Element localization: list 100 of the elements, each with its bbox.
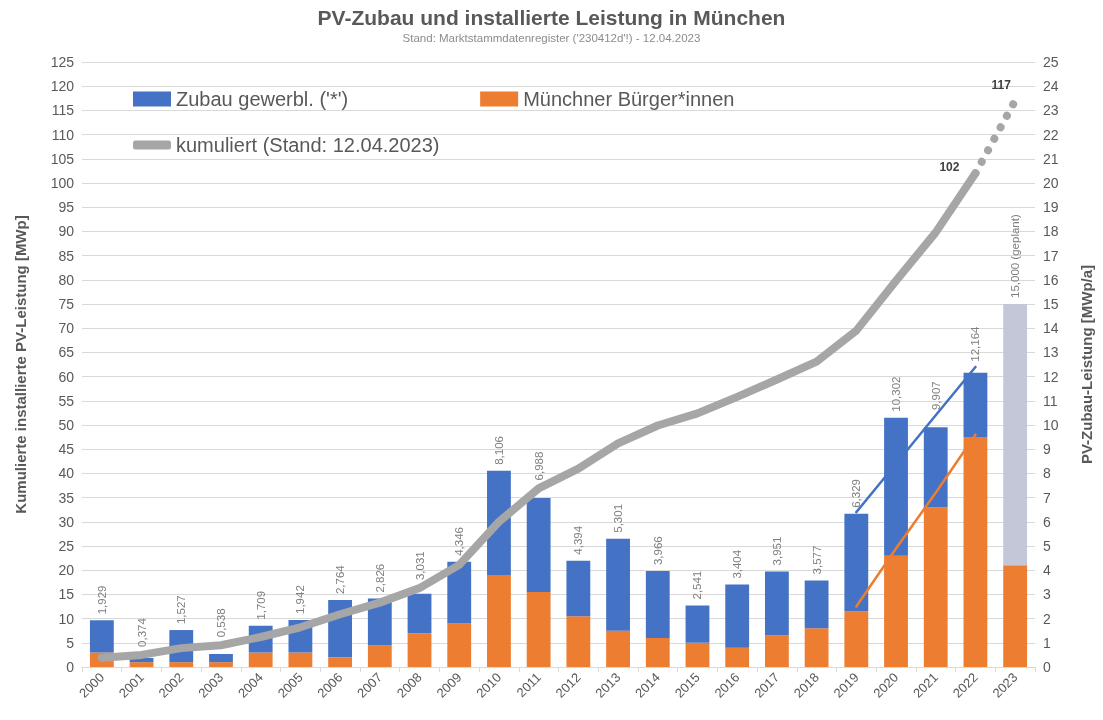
total-label: 6,329 — [850, 479, 863, 508]
bar — [526, 591, 551, 667]
legend-label: kumuliert (Stand: 12.04.2023) — [176, 134, 440, 156]
bar — [1003, 304, 1028, 566]
total-label: 2,541 — [691, 570, 704, 600]
y2-tick-label: 14 — [1043, 320, 1059, 337]
total-label: 1,527 — [175, 595, 188, 625]
bar — [566, 560, 591, 617]
y-tick-label: 100 — [50, 175, 75, 191]
y2-tick-label: 24 — [1043, 78, 1059, 95]
total-label: 2,826 — [373, 563, 386, 593]
y2-tick-label: 12 — [1043, 368, 1059, 385]
y-tick-label: 95 — [58, 199, 75, 216]
bar — [407, 593, 432, 634]
y-tick-label: 5 — [66, 634, 75, 651]
bar — [566, 616, 591, 667]
total-label: 0,374 — [135, 617, 148, 647]
bar — [89, 620, 114, 653]
y2-tick-label: 3 — [1043, 586, 1051, 603]
total-label: 5,301 — [612, 503, 625, 533]
y-tick-label: 120 — [50, 78, 75, 95]
bar — [764, 635, 789, 667]
y2-tick-label: 21 — [1043, 150, 1059, 167]
y2-tick-label: 23 — [1043, 102, 1059, 119]
total-label: 12,164 — [969, 325, 982, 362]
y2-tick-label: 2 — [1043, 610, 1051, 627]
y-tick-label: 75 — [58, 296, 75, 312]
y-tick-label: 20 — [58, 562, 75, 579]
total-label: 0,538 — [214, 608, 227, 638]
bar — [447, 623, 472, 667]
bar — [367, 645, 392, 667]
y2-tick-label: 7 — [1043, 489, 1051, 506]
data-label: 117 — [991, 77, 1012, 92]
y-tick-label: 60 — [58, 368, 75, 385]
bar — [804, 628, 829, 667]
total-label: 10,302 — [890, 376, 903, 412]
y-tick-label: 125 — [50, 54, 75, 70]
total-label: 9,907 — [929, 381, 942, 411]
legend-label: Zubau gewerbl. ('*') — [176, 88, 349, 110]
chart-title: PV-Zubau und installierte Leistung in München — [317, 6, 786, 29]
y-tick-label: 85 — [58, 247, 75, 264]
bar — [288, 652, 313, 667]
y-tick-label: 50 — [58, 417, 75, 433]
total-label: 3,966 — [651, 536, 664, 566]
total-label: 1,709 — [254, 590, 267, 620]
total-label: 3,404 — [731, 549, 744, 579]
bar — [487, 575, 511, 667]
y2-tick-label: 0 — [1043, 659, 1051, 675]
data-label: 102 — [939, 160, 960, 175]
bar — [526, 497, 551, 592]
bar — [209, 653, 233, 663]
total-label: 6,988 — [532, 451, 545, 481]
y-tick-label: 35 — [58, 489, 75, 506]
y2-tick-label: 8 — [1043, 465, 1051, 482]
y-tick-label: 25 — [58, 538, 75, 554]
bar — [169, 662, 194, 667]
y-tick-label: 65 — [58, 344, 75, 361]
y2-tick-label: 20 — [1043, 175, 1059, 191]
total-label: 3,951 — [770, 536, 783, 566]
total-label: 15,000 (geplant) — [1009, 214, 1022, 298]
bar — [645, 637, 670, 667]
y-tick-label: 45 — [58, 441, 75, 458]
y2-tick-label: 6 — [1043, 513, 1051, 530]
bar — [209, 662, 233, 667]
y-tick-label: 15 — [58, 586, 75, 603]
legend-label: Münchner Bürger*innen — [523, 88, 735, 110]
bar — [764, 571, 789, 636]
chart-subtitle: Stand: Marktstammdatenregister ('230412d'!) - 12.04.2023 — [402, 32, 701, 44]
y-tick-label: 115 — [51, 102, 75, 119]
total-label: 1,942 — [294, 585, 307, 614]
bar — [407, 633, 432, 667]
bar — [129, 662, 154, 667]
total-label: 4,346 — [453, 527, 466, 556]
y-tick-label: 55 — [58, 392, 75, 409]
y-tick-label: 90 — [58, 223, 75, 240]
bar — [804, 580, 829, 629]
total-label: 1,929 — [95, 585, 108, 615]
bar — [725, 647, 750, 667]
total-label: 3,031 — [413, 551, 426, 581]
y2-tick-label: 15 — [1043, 296, 1059, 312]
total-label: 3,577 — [810, 545, 823, 575]
total-label: 2,764 — [334, 564, 347, 595]
total-label: 8,106 — [492, 436, 505, 465]
y-tick-label: 70 — [58, 320, 75, 337]
y2-tick-label: 19 — [1043, 199, 1059, 216]
y2-tick-label: 9 — [1043, 441, 1051, 458]
bar — [725, 584, 750, 648]
y2-axis-title: PV-Zubau-Leistung [MWp/a] — [1078, 264, 1095, 465]
y2-tick-label: 25 — [1043, 54, 1059, 70]
total-label: 4,394 — [572, 525, 585, 555]
y2-tick-label: 18 — [1043, 223, 1059, 240]
y-tick-label: 105 — [50, 150, 75, 167]
bar — [685, 642, 710, 667]
bar — [248, 652, 273, 667]
y-tick-label: 80 — [58, 271, 75, 288]
bar — [645, 571, 670, 638]
y-tick-label: 40 — [58, 465, 75, 482]
bar — [606, 630, 630, 667]
y2-tick-label: 5 — [1043, 538, 1051, 554]
bar — [606, 538, 630, 631]
